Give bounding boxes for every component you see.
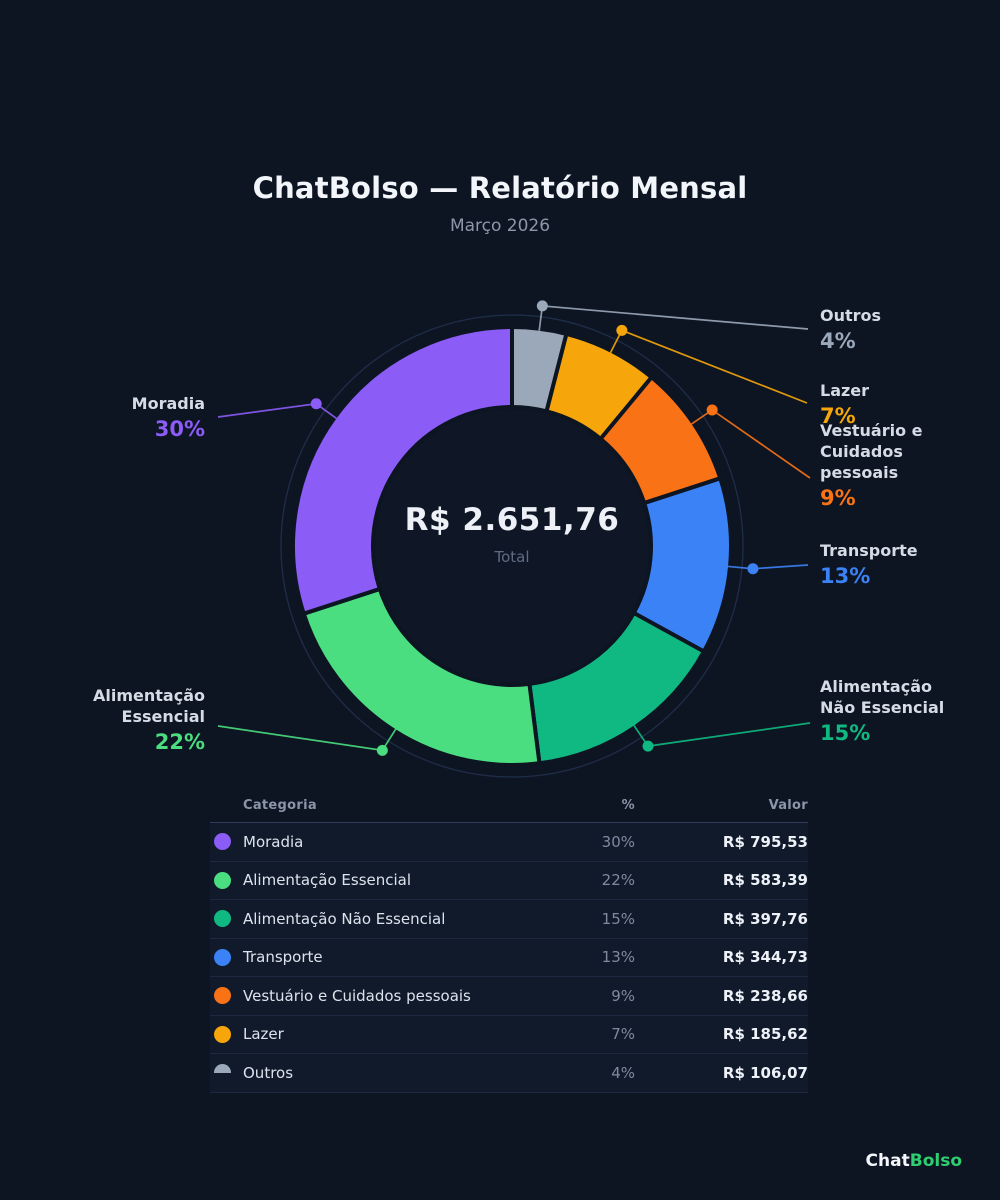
leader-dot — [642, 740, 654, 752]
category-pct: 30% — [601, 832, 635, 851]
callout-name: Vestuário e Cuidados pessoais — [820, 421, 923, 482]
callout-name: Lazer — [820, 381, 870, 400]
expense-table: Categoria % Valor Moradia 30% R$ 795,53 Ali… — [210, 788, 808, 1093]
callout-alimentacao-nao-essencial: Alimentação Não Essencial 15% — [820, 676, 946, 746]
category-name: Moradia — [243, 832, 304, 851]
leader-line — [217, 725, 397, 752]
callout-pct: 30% — [154, 417, 205, 441]
category-dot — [214, 1025, 231, 1043]
brand-bolso: Bolso — [909, 1151, 962, 1171]
category-value: R$ 185,62 — [722, 1025, 808, 1044]
table-row: Transporte 13% R$ 344,73 — [210, 938, 808, 977]
table-row: Alimentação Essencial 22% R$ 583,39 — [210, 861, 808, 900]
brand-chat: Chat — [865, 1151, 910, 1171]
table-row: Moradia 30% R$ 795,53 — [210, 823, 808, 862]
callout-name: Alimentação Não Essencial — [820, 677, 945, 717]
donut-slices — [291, 324, 733, 767]
callout-pct: 4% — [820, 329, 856, 353]
table-row: Vestuário e Cuidados pessoais 9% R$ 238,66 — [210, 977, 808, 1016]
leader-line — [538, 304, 809, 331]
table-header-categoria: Categoria — [243, 797, 317, 813]
table-header-pct: % — [621, 797, 635, 813]
outer-ring-circle — [280, 314, 744, 778]
callout-name: Moradia — [131, 394, 205, 413]
callout-vestuario: Vestuário e Cuidados pessoais 9% — [820, 420, 924, 511]
callout-alimentacao-essencial: Alimentação Essencial 22% — [83, 685, 205, 755]
table-row: Lazer 7% R$ 185,62 — [210, 1015, 808, 1054]
donut-center: R$ 2.651,76 Total — [405, 502, 620, 566]
page-subtitle: Março 2026 — [449, 216, 551, 236]
category-name: Alimentação Não Essencial — [243, 909, 446, 928]
category-value: R$ 238,66 — [722, 986, 808, 1005]
leader-lines — [217, 300, 811, 756]
callout-name: Transporte — [820, 541, 918, 560]
donut-hole — [375, 409, 649, 683]
category-dot — [214, 1064, 231, 1074]
callout-pct: 15% — [820, 721, 871, 745]
donut-total-label: Total — [494, 548, 530, 566]
report-header: ChatBolso — Relatório Mensal Março 2026 — [0, 171, 1000, 236]
category-dot — [214, 833, 231, 851]
table-body: Moradia 30% R$ 795,53 Alimentação Essencial… — [210, 823, 808, 1093]
leader-line — [727, 564, 809, 570]
category-value: R$ 344,73 — [722, 948, 808, 967]
footer-brand: ChatBolso — [866, 1151, 962, 1171]
category-value: R$ 397,76 — [722, 909, 808, 928]
category-name: Vestuário e Cuidados pessoais — [243, 986, 471, 1005]
category-pct: 4% — [611, 1063, 635, 1082]
leader-dot — [536, 300, 548, 312]
table-row: Outros 4% R$ 106,07 — [210, 1054, 808, 1093]
category-value: R$ 795,53 — [722, 832, 808, 851]
callout-lazer: Lazer 7% — [820, 380, 869, 429]
category-value: R$ 583,39 — [722, 871, 808, 890]
leader-line — [633, 722, 811, 748]
leader-dot — [706, 404, 718, 416]
category-value: R$ 106,07 — [722, 1063, 808, 1082]
leader-dot — [616, 324, 628, 336]
category-pct: 15% — [601, 909, 635, 928]
category-name: Alimentação Essencial — [243, 871, 412, 890]
callout-moradia: Moradia 30% — [132, 393, 205, 442]
category-name: Transporte — [243, 948, 323, 967]
donut-total-value: R$ 2.651,76 — [404, 502, 620, 538]
callout-transporte: Transporte 13% — [820, 540, 918, 589]
category-dot — [214, 948, 231, 966]
callout-pct: 13% — [820, 564, 871, 588]
leader-dot — [310, 398, 322, 410]
category-dot — [214, 987, 231, 1005]
category-pct: 9% — [611, 986, 635, 1005]
leader-dot — [747, 563, 759, 575]
leader-dot — [376, 744, 388, 756]
callout-pct: 7% — [820, 404, 856, 428]
category-pct: 7% — [611, 1025, 635, 1044]
table-header-valor: Valor — [768, 797, 808, 813]
category-name: Lazer — [243, 1025, 284, 1044]
donut-slice-alimenta-o-essencial — [301, 586, 542, 767]
callout-pct: 9% — [820, 486, 856, 510]
page-title: ChatBolso — Relatório Mensal — [252, 171, 748, 205]
callout-pct: 22% — [154, 730, 205, 754]
table-header-row: Categoria % Valor — [210, 788, 808, 823]
callout-name: Alimentação Essencial — [93, 686, 205, 726]
callout-outros: Outros 4% — [820, 305, 881, 354]
category-pct: 13% — [601, 948, 635, 967]
donut-slice-moradia — [291, 324, 514, 617]
callout-name: Outros — [820, 306, 882, 325]
category-dot — [214, 871, 231, 889]
category-pct: 22% — [601, 871, 635, 890]
table-row: Alimentação Não Essencial 15% R$ 397,76 — [210, 900, 808, 939]
category-name: Outros — [243, 1063, 294, 1082]
category-dot — [214, 910, 231, 928]
